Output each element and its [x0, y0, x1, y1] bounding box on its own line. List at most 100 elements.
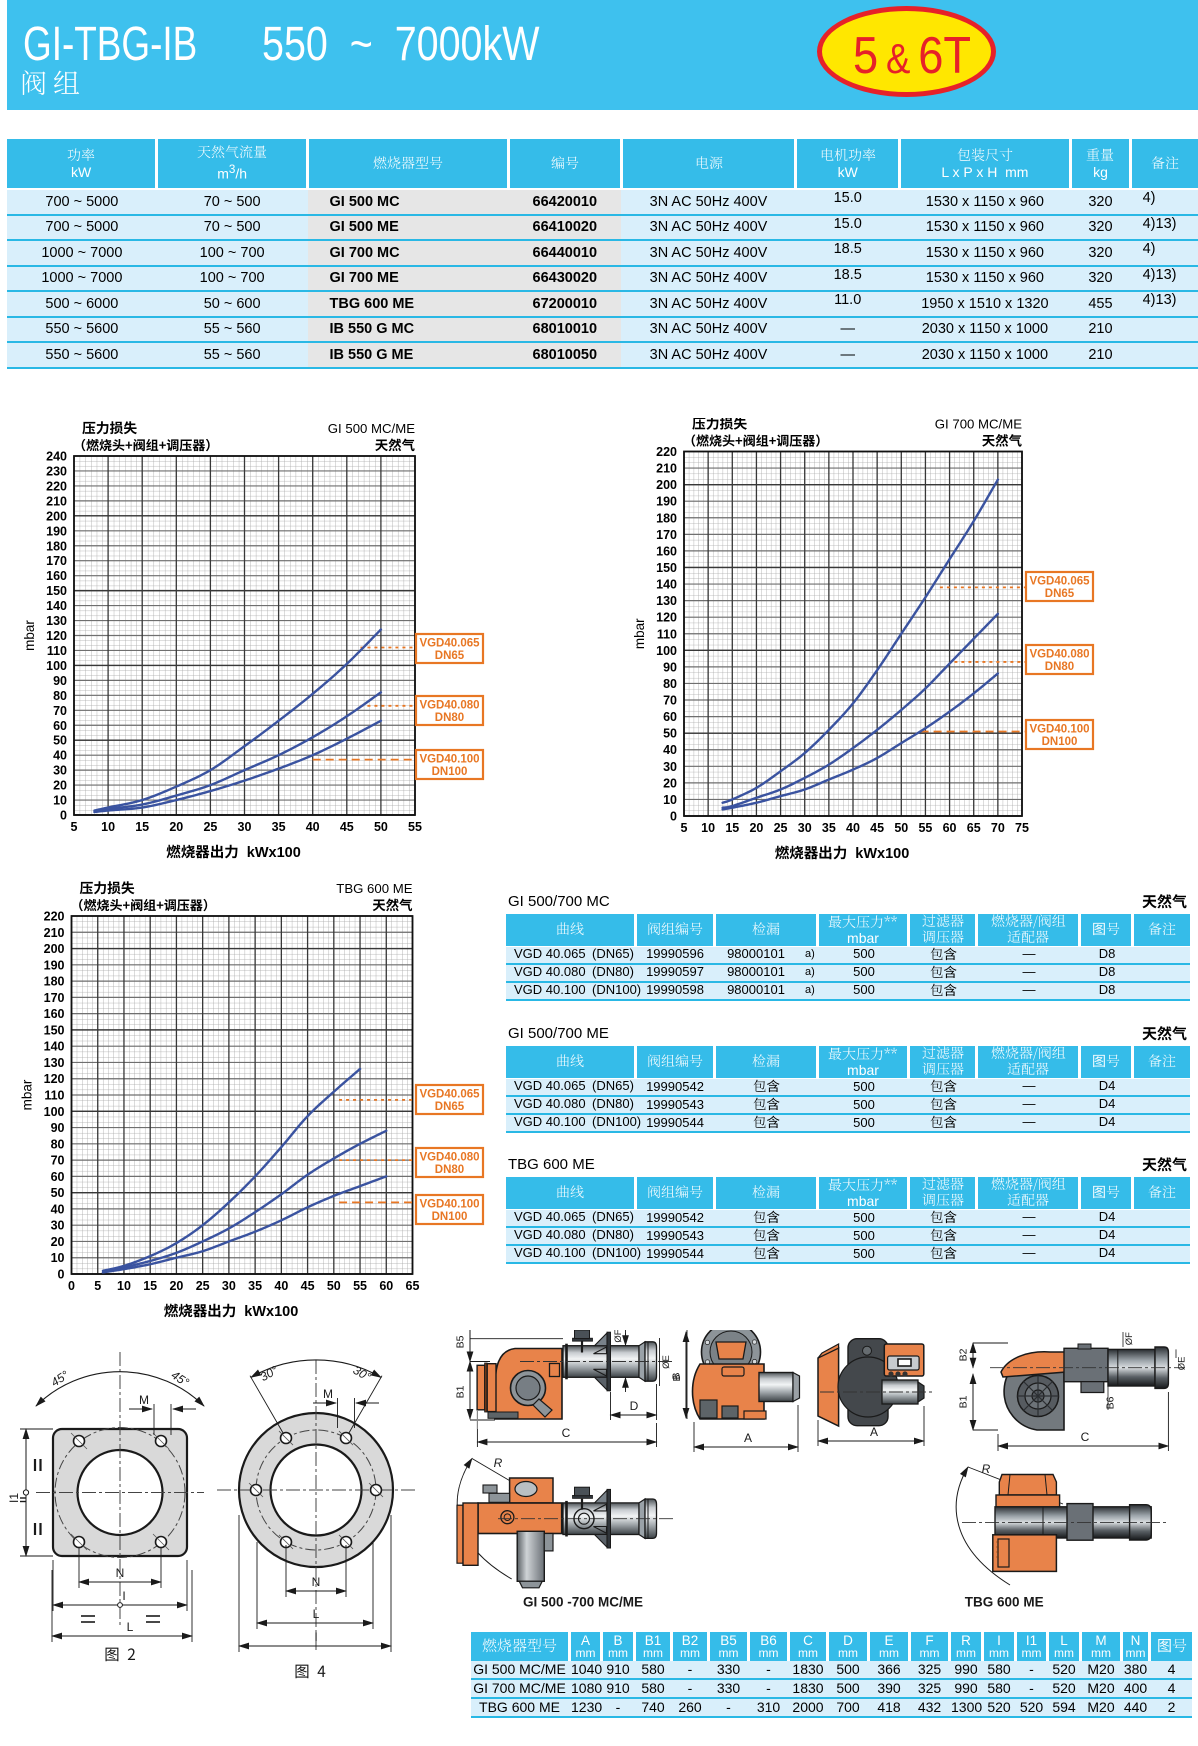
svg-text:200: 200	[44, 942, 65, 956]
svg-text:110: 110	[657, 627, 677, 641]
svg-text:160: 160	[44, 1007, 65, 1021]
svg-text:180: 180	[46, 539, 67, 553]
svg-text:240: 240	[46, 450, 67, 464]
svg-text:DN100: DN100	[432, 1211, 468, 1223]
svg-text:30: 30	[798, 821, 812, 835]
svg-text:VGD40.100: VGD40.100	[1029, 724, 1089, 736]
svg-text:220: 220	[44, 910, 65, 924]
svg-text:20: 20	[663, 776, 677, 790]
svg-text:0: 0	[68, 1279, 75, 1293]
svg-text:R: R	[494, 1456, 503, 1470]
svg-text:220: 220	[46, 479, 67, 493]
svg-text:B6: B6	[1105, 1396, 1117, 1409]
svg-text:GI 700 MC/ME: GI 700 MC/ME	[935, 418, 1022, 432]
svg-text:L: L	[313, 1607, 320, 1621]
svg-text:30: 30	[663, 760, 677, 774]
svg-text:220: 220	[656, 445, 677, 459]
svg-text:25: 25	[196, 1279, 210, 1293]
svg-text:25: 25	[203, 820, 217, 834]
svg-text:kWx100: kWx100	[247, 845, 301, 861]
svg-text:15: 15	[135, 820, 149, 834]
svg-text:15: 15	[143, 1279, 157, 1293]
svg-text:210: 210	[44, 926, 65, 940]
svg-text:30: 30	[53, 764, 67, 778]
svg-text:25: 25	[774, 821, 788, 835]
svg-text:150: 150	[44, 1023, 65, 1037]
svg-text:120: 120	[46, 629, 67, 643]
svg-text:10: 10	[663, 793, 677, 807]
svg-text:VGD40.080: VGD40.080	[1029, 649, 1089, 661]
svg-text:I: I	[122, 1589, 125, 1603]
svg-text:A: A	[744, 1431, 752, 1445]
svg-text:15: 15	[725, 821, 739, 835]
svg-text:VGD40.065: VGD40.065	[419, 1089, 480, 1101]
svg-text:110: 110	[44, 1089, 64, 1103]
svg-text:mbar: mbar	[632, 618, 647, 649]
svg-text:D: D	[630, 1399, 639, 1413]
svg-text:70: 70	[991, 821, 1005, 835]
svg-text:230: 230	[46, 464, 67, 478]
svg-text:130: 130	[46, 614, 67, 628]
svg-text:DN80: DN80	[1045, 661, 1074, 673]
svg-text:5: 5	[71, 820, 78, 834]
svg-text:80: 80	[663, 677, 677, 691]
svg-text:40: 40	[306, 820, 320, 834]
svg-text:B: B	[671, 1374, 683, 1381]
svg-text:60: 60	[51, 1170, 65, 1184]
svg-text:70: 70	[53, 704, 67, 718]
svg-text:65: 65	[406, 1279, 420, 1293]
svg-text:I1: I1	[7, 1493, 21, 1503]
svg-text:200: 200	[656, 478, 677, 492]
svg-text:10: 10	[53, 794, 67, 808]
svg-text:A: A	[870, 1425, 878, 1439]
svg-text:20: 20	[749, 821, 763, 835]
svg-text:50: 50	[51, 1186, 65, 1200]
svg-text:20: 20	[169, 1279, 183, 1293]
svg-text:180: 180	[656, 511, 677, 525]
svg-text:35: 35	[822, 821, 836, 835]
svg-text:C: C	[1081, 1430, 1090, 1444]
svg-text:VGD40.080: VGD40.080	[419, 1152, 479, 1164]
svg-text:45°: 45°	[48, 1368, 71, 1390]
svg-text:70: 70	[51, 1154, 65, 1168]
svg-text:GI 500 -700 MC/ME: GI 500 -700 MC/ME	[523, 1595, 643, 1610]
svg-text:GI 500 MC/ME: GI 500 MC/ME	[328, 421, 415, 436]
svg-text:65: 65	[967, 821, 981, 835]
svg-text:60: 60	[379, 1279, 393, 1293]
svg-text:20: 20	[51, 1235, 65, 1249]
svg-text:210: 210	[46, 494, 67, 508]
svg-text:40: 40	[663, 743, 677, 757]
svg-text:50: 50	[894, 821, 908, 835]
svg-text:5: 5	[94, 1279, 101, 1293]
svg-text:DN100: DN100	[1042, 736, 1078, 748]
svg-text:VGD40.080: VGD40.080	[419, 700, 479, 712]
svg-text:170: 170	[656, 528, 677, 542]
svg-text:180: 180	[44, 975, 65, 989]
svg-text:40: 40	[274, 1279, 288, 1293]
svg-text:40: 40	[846, 821, 860, 835]
svg-text:200: 200	[46, 509, 67, 523]
svg-text:DN80: DN80	[435, 1164, 464, 1176]
svg-text:160: 160	[656, 544, 677, 558]
svg-text:N: N	[116, 1566, 125, 1580]
svg-text:ØE: ØE	[661, 1355, 672, 1369]
svg-text:60: 60	[943, 821, 957, 835]
svg-text:ØF: ØF	[1124, 1332, 1135, 1345]
svg-text:150: 150	[46, 584, 67, 598]
svg-text:80: 80	[51, 1137, 65, 1151]
svg-text:10: 10	[117, 1279, 131, 1293]
svg-text:DN65: DN65	[435, 1101, 465, 1113]
svg-text:170: 170	[44, 991, 65, 1005]
svg-text:B: B	[671, 1372, 683, 1379]
svg-text:DN65: DN65	[435, 650, 465, 662]
svg-text:5: 5	[681, 821, 688, 835]
svg-text:170: 170	[46, 554, 67, 568]
svg-text:kWx100: kWx100	[855, 846, 909, 862]
svg-text:210: 210	[656, 462, 677, 476]
svg-text:40: 40	[53, 749, 67, 763]
svg-text:L: L	[127, 1620, 134, 1634]
svg-text:VGD40.100: VGD40.100	[419, 754, 479, 766]
svg-text:B5: B5	[455, 1335, 467, 1348]
svg-text:VGD40.065: VGD40.065	[1029, 576, 1090, 588]
svg-text:90: 90	[51, 1121, 65, 1135]
